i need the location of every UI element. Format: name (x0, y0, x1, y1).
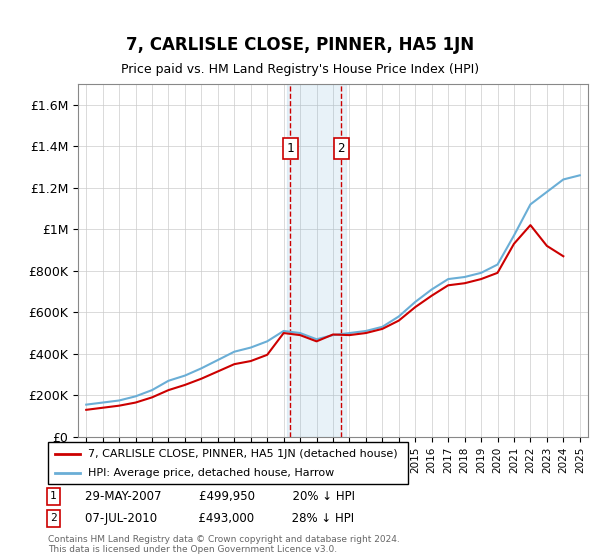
Text: 7, CARLISLE CLOSE, PINNER, HA5 1JN: 7, CARLISLE CLOSE, PINNER, HA5 1JN (126, 36, 474, 54)
Text: 2: 2 (337, 142, 345, 155)
FancyBboxPatch shape (48, 442, 408, 484)
Text: 7, CARLISLE CLOSE, PINNER, HA5 1JN (detached house): 7, CARLISLE CLOSE, PINNER, HA5 1JN (deta… (88, 449, 397, 459)
Text: 1: 1 (286, 142, 294, 155)
Text: 2: 2 (50, 514, 57, 523)
Text: 29-MAY-2007          £499,950          20% ↓ HPI: 29-MAY-2007 £499,950 20% ↓ HPI (70, 490, 355, 503)
Text: HPI: Average price, detached house, Harrow: HPI: Average price, detached house, Harr… (88, 468, 334, 478)
Text: 07-JUL-2010           £493,000          28% ↓ HPI: 07-JUL-2010 £493,000 28% ↓ HPI (70, 512, 354, 525)
Text: Contains HM Land Registry data © Crown copyright and database right 2024.
This d: Contains HM Land Registry data © Crown c… (48, 535, 400, 554)
Text: 1: 1 (50, 492, 57, 501)
Bar (287, 84, 346, 437)
Text: Price paid vs. HM Land Registry's House Price Index (HPI): Price paid vs. HM Land Registry's House … (121, 63, 479, 77)
